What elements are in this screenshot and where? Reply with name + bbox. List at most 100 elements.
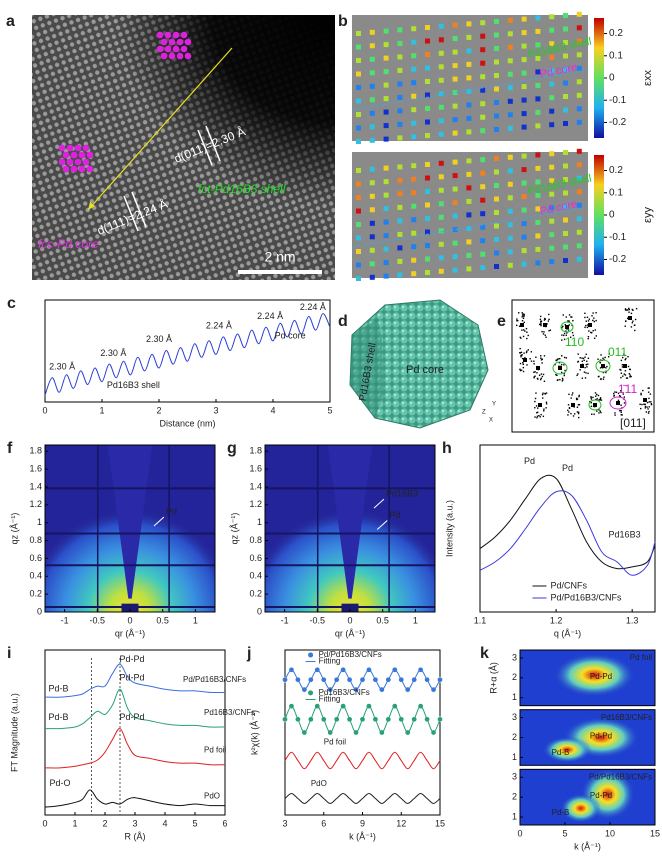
speckle: [557, 379, 559, 381]
strain-square: [452, 267, 458, 273]
strain-square: [397, 164, 403, 170]
speckle: [573, 413, 576, 415]
speckle: [561, 339, 563, 341]
speckle: [523, 329, 525, 331]
strain-square: [452, 213, 458, 219]
panel-label: a: [6, 13, 15, 30]
strain-square: [535, 15, 541, 21]
atom-dot: [184, 38, 192, 46]
speckle: [590, 396, 592, 399]
x-tick-label: 0: [42, 818, 47, 828]
spot: [628, 316, 632, 320]
strain-square: [466, 129, 472, 135]
series-label: Pd foil: [324, 738, 346, 747]
speckle: [535, 405, 538, 407]
x-tick-label: 1: [413, 615, 418, 625]
strain-square: [356, 85, 361, 90]
colorbar-tick-label: 0.1: [609, 50, 623, 61]
strain-square: [425, 65, 430, 71]
strain-square: [535, 206, 541, 212]
series-label: Fitting: [319, 657, 341, 666]
spot-circle: [595, 359, 611, 373]
x-tick-label: 1.3: [626, 615, 639, 625]
spot: [593, 403, 597, 407]
speckle: [534, 397, 537, 400]
data-line: [479, 490, 656, 576]
speckle: [562, 325, 564, 328]
speckle: [555, 374, 557, 376]
strain-square: [383, 219, 389, 225]
series-label: Pd16B3/CNFs: [204, 708, 255, 717]
strain-square: [535, 246, 541, 252]
x-tick-label: 6: [321, 818, 326, 828]
speckle: [599, 361, 601, 364]
x-axis-label: R (Å): [125, 831, 146, 841]
strain-square: [507, 195, 513, 201]
speckle: [577, 361, 579, 363]
speckle: [587, 363, 589, 365]
legend-marker: [308, 652, 314, 658]
y-axis-label: Intensity (a.u.): [444, 500, 454, 557]
strain-square: [397, 121, 403, 127]
strain-square: [425, 270, 430, 275]
speckle: [600, 378, 602, 381]
speckle: [622, 375, 624, 377]
panel-label: h: [442, 440, 452, 457]
atom-dot: [184, 52, 192, 60]
strain-square: [369, 220, 375, 226]
y-tick-label: 0.8: [29, 535, 42, 545]
strain-square: [521, 221, 527, 227]
strain-square: [452, 90, 458, 96]
strain-square: [563, 67, 568, 72]
annotation: Pd-Pd: [119, 654, 144, 664]
y-tick-label: 1.2: [29, 499, 42, 509]
speckle: [600, 377, 602, 380]
strain-square: [521, 180, 527, 186]
strain-square: [369, 180, 375, 186]
atom-dot: [180, 45, 188, 53]
strain-square: [480, 128, 486, 134]
y-tick-label: 0: [257, 606, 262, 616]
speckle: [522, 361, 524, 364]
x-tick-label: 15: [435, 818, 445, 828]
speckle: [525, 327, 528, 330]
x-tick-label: 12: [396, 818, 406, 828]
strain-square: [563, 26, 568, 32]
speckle: [568, 407, 571, 409]
spot: [565, 325, 569, 329]
speckle: [557, 358, 559, 360]
x-axis-label: Distance (nm): [159, 418, 215, 428]
x-tick-label: 1.1: [474, 615, 487, 625]
intensity-blob: [542, 736, 592, 763]
strain-square: [549, 259, 555, 265]
strain-square: [494, 223, 499, 229]
speckle: [565, 316, 567, 318]
strain-square: [507, 98, 513, 104]
speckle: [534, 375, 536, 377]
speckle: [545, 401, 548, 403]
axis-label: Z: [482, 410, 486, 416]
annotation: 2.30 Å: [146, 334, 172, 344]
strain-square: [549, 164, 555, 170]
speckle: [577, 412, 580, 415]
speckle: [587, 372, 589, 375]
speckle: [590, 401, 593, 404]
strain-square: [480, 74, 486, 80]
speckle: [561, 355, 563, 357]
strain-square: [452, 130, 458, 136]
strain-square: [480, 224, 486, 230]
strain-square: [494, 264, 499, 269]
speckle: [526, 364, 528, 366]
colorbar-tick-label: 0.1: [609, 187, 623, 198]
series-label: PdO: [204, 791, 220, 800]
speckle: [544, 317, 546, 320]
annotation: 2.30 Å: [49, 361, 75, 371]
speckle: [541, 393, 544, 396]
speckle: [615, 391, 618, 393]
speckle: [620, 409, 622, 412]
atom-dot: [176, 52, 184, 60]
atom-dot: [168, 38, 176, 46]
speckle: [647, 412, 650, 414]
strain-square: [521, 248, 527, 254]
strain-square: [425, 175, 430, 181]
